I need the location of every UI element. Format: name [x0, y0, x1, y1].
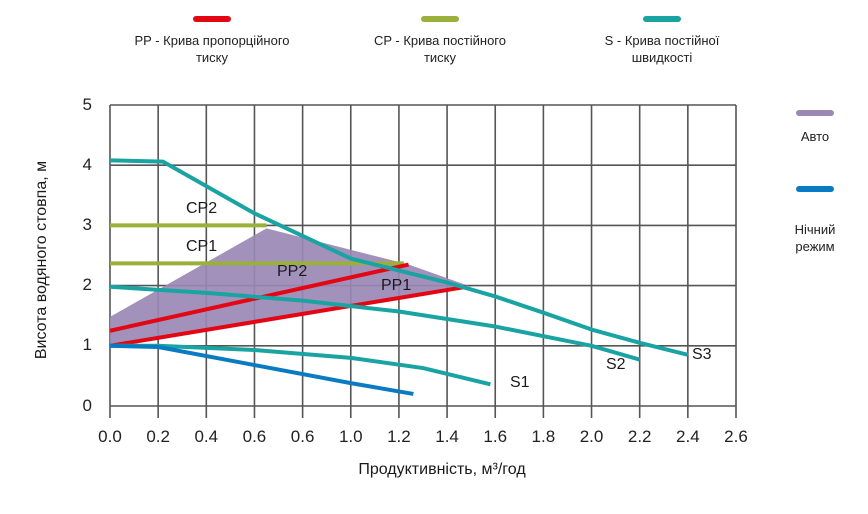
- curve-label-cp1: CP1: [186, 238, 218, 255]
- curve-label-s3: S3: [692, 346, 712, 363]
- y-tick-1: 1: [82, 335, 92, 354]
- auto-area: [110, 228, 472, 346]
- legend-swatch-green-icon: [421, 16, 459, 22]
- y-tick-2: 2: [82, 275, 92, 294]
- legend-right: Авто Нічний режим: [770, 110, 860, 296]
- legend-label-pp: PP - Крива пропорційного тиску: [134, 33, 290, 65]
- series-line-нічний-режим: [109, 343, 414, 396]
- series-area-auto: [110, 228, 472, 346]
- legend-label-cp: CP - Крива постійного тиску: [373, 33, 506, 65]
- x-tick-8: 1.6: [483, 427, 508, 446]
- legend-item-s: S - Крива постійної швидкості: [582, 16, 742, 66]
- x-tick-1: 0.2: [146, 427, 170, 446]
- x-tick-5: 1.0: [338, 427, 363, 446]
- legend-swatch-red-icon: [193, 16, 231, 22]
- x-tick-4: 0.6: [290, 427, 315, 446]
- x-axis-label: Продуктивність, м³/год: [358, 461, 526, 478]
- x-tick-9: 1.8: [531, 427, 556, 446]
- legend-item-auto: Авто: [770, 110, 860, 145]
- legend-label-night: Нічний режим: [794, 222, 836, 254]
- x-tick-0: 0.0: [98, 427, 122, 446]
- y-axis-label: Висота водяного стовпа, м: [33, 160, 50, 360]
- legend-top: PP - Крива пропорційного тиску CP - Крив…: [0, 0, 868, 80]
- legend-label-auto: Авто: [800, 129, 830, 144]
- series-line-s2: [109, 284, 641, 362]
- curve-label-s2: S2: [606, 356, 626, 373]
- series-line-s3: [109, 158, 689, 357]
- curve-label-pp1: PP1: [381, 277, 412, 294]
- legend-swatch-blue-icon: [796, 186, 834, 192]
- legend-label-s: S - Крива постійної швидкості: [604, 33, 720, 65]
- curve-label-pp2: PP2: [277, 263, 308, 280]
- series-line-s1: [110, 343, 491, 387]
- y-tick-5: 5: [82, 95, 92, 114]
- x-tick-10: 2.0: [579, 427, 604, 446]
- x-tick-11: 2.2: [627, 427, 652, 446]
- y-tick-0: 0: [82, 396, 92, 415]
- x-tick-7: 1.4: [435, 427, 459, 446]
- curve-label-cp2: CP2: [186, 200, 218, 217]
- x-tick-3: 0.6: [242, 427, 267, 446]
- x-tick-6: 1.2: [387, 427, 411, 446]
- series-line-pp1: [109, 284, 467, 348]
- chart-lines: [109, 158, 689, 396]
- x-tick-12: 2.4: [676, 427, 700, 446]
- legend-item-night: Нічний режим: [770, 169, 860, 272]
- legend-item-cp: CP - Крива постійного тиску: [345, 16, 535, 66]
- legend-swatch-teal-icon: [643, 16, 681, 22]
- x-tick-2: 0.4: [194, 427, 219, 446]
- curve-label-s1: S1: [510, 374, 530, 391]
- legend-swatch-purple-icon: [796, 110, 834, 116]
- x-tick-13: 2.6: [724, 427, 748, 446]
- y-tick-4: 4: [82, 155, 92, 174]
- y-tick-3: 3: [82, 215, 92, 234]
- legend-item-pp: PP - Крива пропорційного тиску: [112, 16, 312, 66]
